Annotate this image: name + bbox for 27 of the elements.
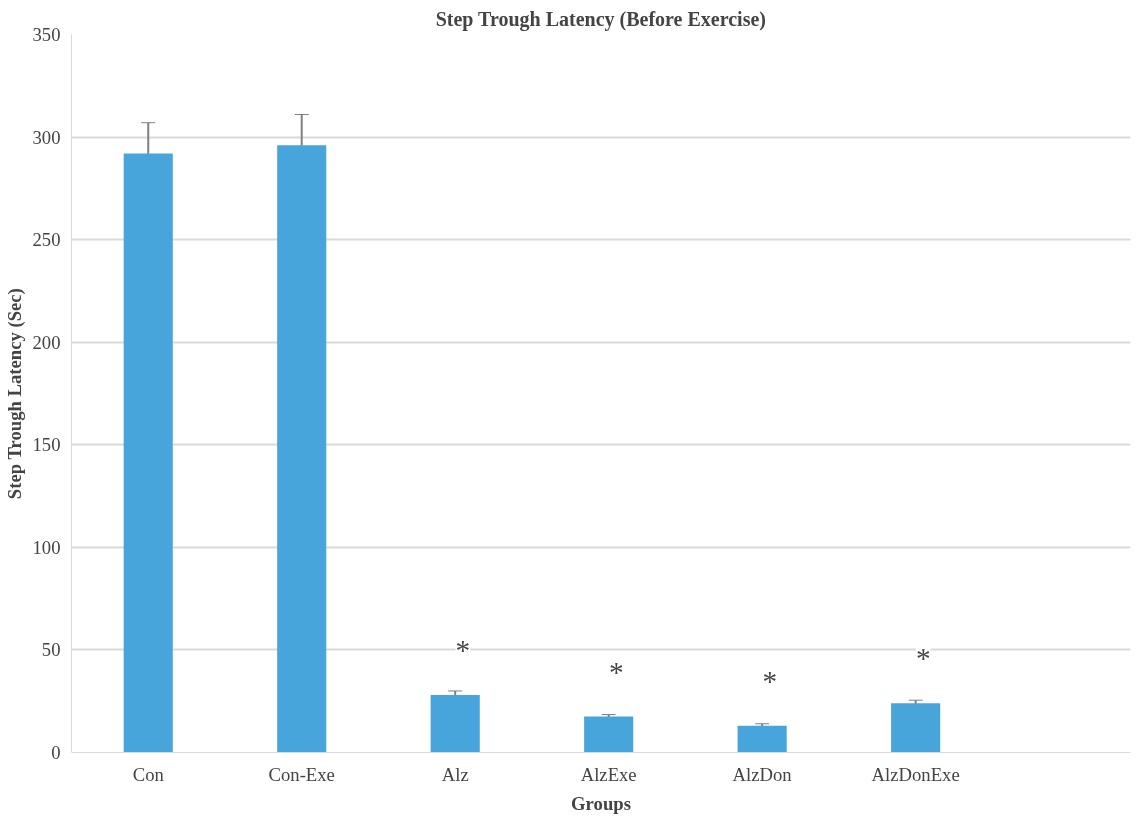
y-tick-label: 100: [32, 536, 61, 558]
x-tick-label: AlzExe: [580, 763, 637, 785]
bar: [891, 703, 941, 753]
x-axis-title: Groups: [571, 792, 631, 814]
annotation: *: [762, 664, 778, 697]
y-tick-label: 150: [32, 434, 61, 456]
y-tick-label: 250: [32, 229, 61, 251]
annotation: *: [609, 655, 624, 688]
y-tick-label: 50: [41, 639, 61, 661]
bar: [737, 725, 787, 753]
y-tick-label: 200: [32, 331, 61, 353]
bar: [584, 716, 634, 753]
bar: [430, 695, 480, 753]
y-tick-label: 350: [32, 24, 61, 45]
x-tick-label: Con: [132, 763, 165, 785]
y-axis-title: Step Trough Latency (Sec): [3, 288, 26, 500]
annotation: *: [455, 634, 471, 667]
x-tick-label: AlzDon: [732, 763, 793, 785]
x-tick-label: Alz: [441, 763, 469, 785]
chart-title: Step Trough Latency (Before Exercise): [435, 7, 766, 31]
bar: [123, 153, 173, 753]
annotation: *: [915, 642, 931, 675]
x-tick-label: AlzDonExe: [871, 763, 960, 785]
bar: [277, 145, 327, 753]
x-tick-label: Con-Exe: [268, 763, 335, 785]
y-tick-label: 300: [32, 126, 61, 148]
y-tick-label: 0: [51, 742, 61, 763]
